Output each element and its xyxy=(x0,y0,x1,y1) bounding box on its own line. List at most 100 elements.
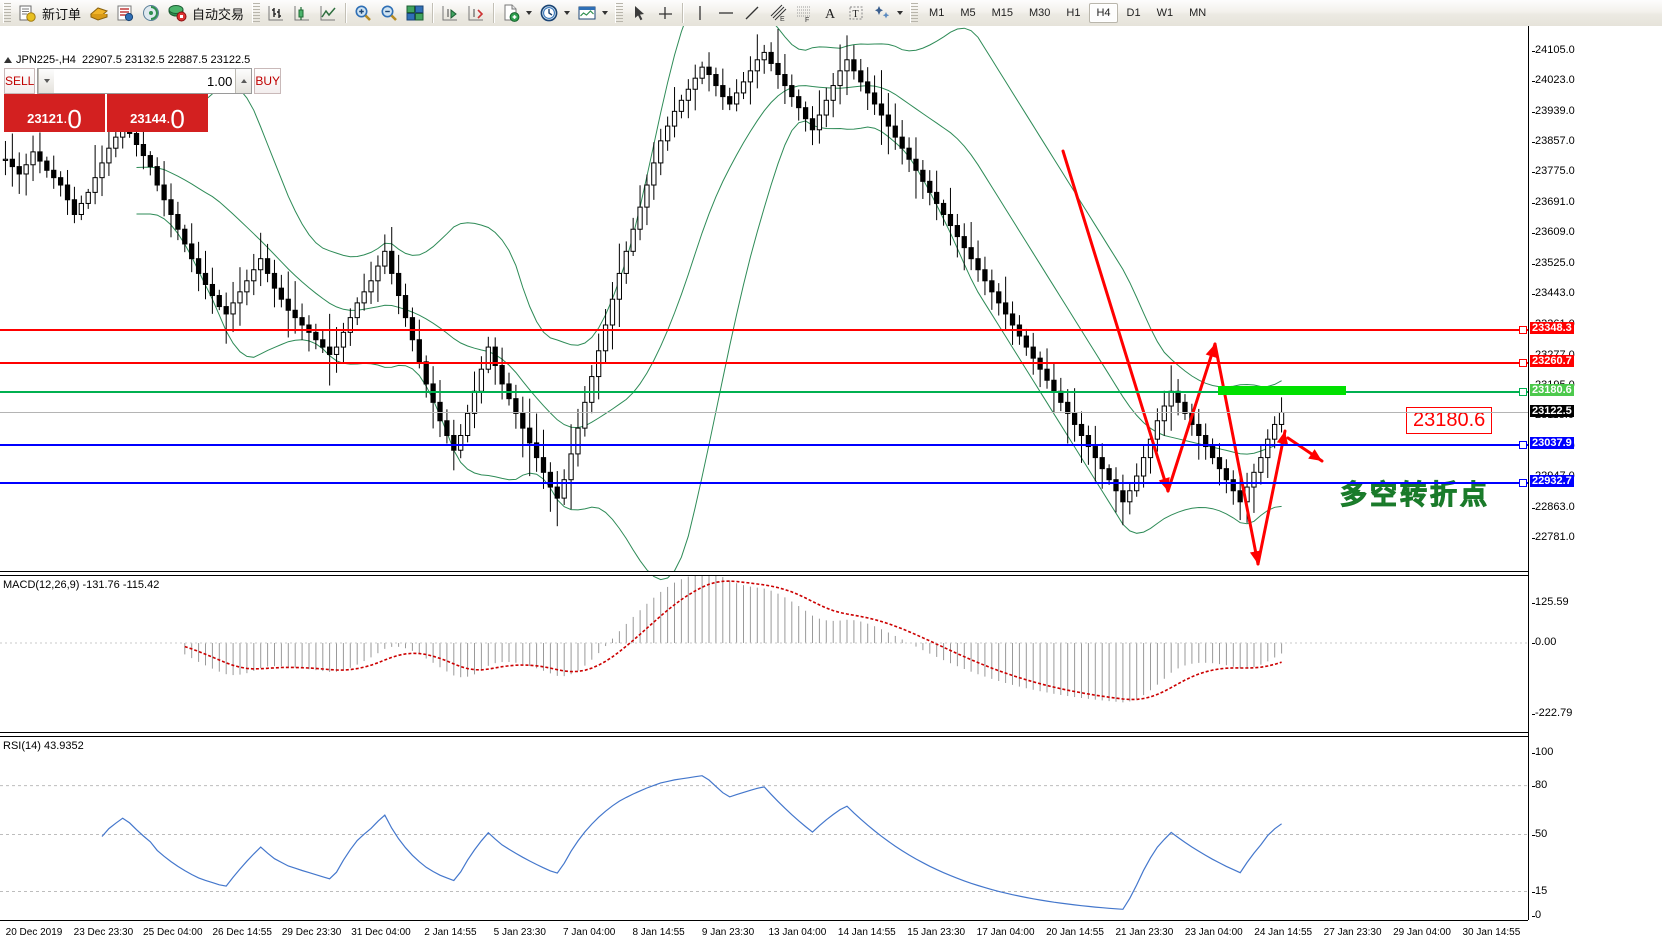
volume-decrease-button[interactable] xyxy=(38,69,55,93)
time-tick: 17 Jan 04:00 xyxy=(976,927,1035,938)
crosshair-button[interactable] xyxy=(652,1,678,25)
time-tick: 29 Dec 23:30 xyxy=(281,927,342,938)
time-tick: 20 Jan 14:55 xyxy=(1046,927,1104,938)
price-level-handle[interactable] xyxy=(1519,326,1527,335)
collapse-triangle-icon[interactable] xyxy=(4,57,12,64)
time-tick: 24 Jan 14:55 xyxy=(1254,927,1313,938)
tile-windows-button[interactable] xyxy=(402,1,428,25)
symbol-header: JPN225-,H4 22907.5 23132.5 22887.5 23122… xyxy=(4,54,250,66)
price-tick: 23939.0 xyxy=(1532,104,1575,117)
timeframe-mn[interactable]: MN xyxy=(1189,7,1207,19)
objects-dropdown-caret[interactable] xyxy=(895,3,904,23)
price-level-handle[interactable] xyxy=(1519,358,1527,367)
bar-chart-button[interactable] xyxy=(263,1,289,25)
vertical-line-icon xyxy=(690,3,710,23)
svg-text:F: F xyxy=(805,17,809,23)
rsi-axis-tick: 15 xyxy=(1531,884,1548,897)
timeframe-w1[interactable]: W1 xyxy=(1156,7,1174,19)
timeframe-m15[interactable]: M15 xyxy=(991,7,1013,19)
price-level-line-22932.7[interactable] xyxy=(0,482,1528,485)
autotrading-button[interactable]: 自动交易 xyxy=(164,1,249,25)
price-level-line-23180.6[interactable] xyxy=(0,391,1528,394)
price-level-line-23348.3[interactable] xyxy=(0,329,1528,332)
symbol-label: JPN225-,H4 xyxy=(16,54,76,66)
buy-price[interactable]: 23144 . 0 xyxy=(107,94,208,132)
green-supply-zone[interactable] xyxy=(1218,386,1346,396)
cursor-button[interactable] xyxy=(626,1,652,25)
macd-axis-tick: 125.59 xyxy=(1532,595,1569,608)
sell-price-decimal: 0 xyxy=(67,104,82,134)
equidistant-channel-button[interactable]: E xyxy=(765,1,791,25)
price-level-handle[interactable] xyxy=(1519,479,1527,488)
data-window-button[interactable] xyxy=(112,1,138,25)
price-level-line-23260.7[interactable] xyxy=(0,361,1528,364)
toolbar-grip[interactable] xyxy=(3,3,11,23)
timeframes-button[interactable] xyxy=(536,1,574,25)
fibonacci-button[interactable]: F xyxy=(791,1,817,25)
objects-button[interactable] xyxy=(869,1,907,25)
trendline-button[interactable] xyxy=(739,1,765,25)
sell-button[interactable]: SELL xyxy=(4,68,36,94)
new-chart-button[interactable] xyxy=(498,1,536,25)
expert-advisor-button[interactable] xyxy=(86,1,112,25)
volume-stepper[interactable] xyxy=(37,68,253,94)
timeframe-m1[interactable]: M1 xyxy=(929,7,945,19)
autotrading-label: 自动交易 xyxy=(192,6,245,22)
price-level-line-23037.9[interactable] xyxy=(0,443,1528,446)
zoom-out-button[interactable] xyxy=(376,1,402,25)
volume-input[interactable] xyxy=(54,72,236,90)
text-label-icon: T xyxy=(846,3,866,23)
one-click-trading-panel[interactable]: SELL BUY 23121 . 0 23144 . 0 xyxy=(4,68,282,132)
price-tick: 23857.0 xyxy=(1532,134,1575,147)
indicators-dropdown-caret[interactable] xyxy=(600,3,609,23)
text-button[interactable]: A xyxy=(817,1,843,25)
zoom-in-button[interactable] xyxy=(350,1,376,25)
price-level-tag-23348.3: 23348.3 xyxy=(1530,322,1574,335)
timeframe-d1[interactable]: D1 xyxy=(1126,7,1141,19)
candlestick-chart-icon xyxy=(292,3,312,23)
timeframe-h1[interactable]: H1 xyxy=(1066,7,1081,19)
new-chart-dropdown-caret[interactable] xyxy=(524,3,533,23)
chart-area[interactable]: JPN225-,H4 22907.5 23132.5 22887.5 23122… xyxy=(0,26,1662,949)
zoom-out-icon xyxy=(379,3,399,23)
timeframes-dropdown-caret[interactable] xyxy=(562,3,571,23)
toolbar-separator-3 xyxy=(493,3,495,23)
price-tick: 23609.0 xyxy=(1532,226,1575,239)
timeframe-m5[interactable]: M5 xyxy=(960,7,976,19)
horizontal-line-button[interactable] xyxy=(713,1,739,25)
line-chart-icon xyxy=(318,3,338,23)
chart-shift-button[interactable] xyxy=(463,1,489,25)
candlestick-chart-button[interactable] xyxy=(289,1,315,25)
sell-price[interactable]: 23121 . 0 xyxy=(4,94,105,132)
indicators-button[interactable] xyxy=(574,1,612,25)
vertical-line-button[interactable] xyxy=(687,1,713,25)
time-tick: 26 Dec 14:55 xyxy=(212,927,272,938)
objects-icon xyxy=(872,3,892,23)
rsi-axis-tick: 100 xyxy=(1531,746,1554,758)
toolbar-grip-2[interactable] xyxy=(252,3,261,23)
toolbar-grip-3[interactable] xyxy=(615,3,624,23)
zoom-in-icon xyxy=(353,3,373,23)
price-tick: 24105.0 xyxy=(1532,43,1575,56)
toolbar-separator-1 xyxy=(345,3,347,23)
buy-price-integer: 23144 xyxy=(130,111,167,126)
price-level-handle[interactable] xyxy=(1519,440,1527,449)
price-plot xyxy=(0,26,1528,910)
price-tick: 22863.0 xyxy=(1532,501,1575,514)
text-label-button[interactable]: T xyxy=(843,1,869,25)
price-level-line-23122.5[interactable] xyxy=(0,412,1528,414)
buy-button[interactable]: BUY xyxy=(254,68,282,94)
auto-scroll-button[interactable] xyxy=(437,1,463,25)
navigator-button[interactable] xyxy=(138,1,164,25)
new-order-button[interactable]: 新订单 xyxy=(14,1,86,25)
timeframe-h4[interactable]: H4 xyxy=(1089,3,1118,23)
line-chart-button[interactable] xyxy=(315,1,341,25)
toolbar-grip-4[interactable] xyxy=(910,3,919,23)
timeframe-m30[interactable]: M30 xyxy=(1029,7,1051,19)
price-axis[interactable]: 24105.0 24023.0 23939.0 23857.0 23775.0 23691… xyxy=(1529,26,1662,921)
navigator-icon xyxy=(141,3,161,23)
time-axis[interactable]: 20 Dec 2019 23 Dec 23:30 25 Dec 04:00 26 De… xyxy=(0,920,1528,949)
toolbar-separator-2 xyxy=(432,3,434,23)
volume-increase-button[interactable] xyxy=(235,69,252,93)
price-level-handle[interactable] xyxy=(1519,388,1527,397)
